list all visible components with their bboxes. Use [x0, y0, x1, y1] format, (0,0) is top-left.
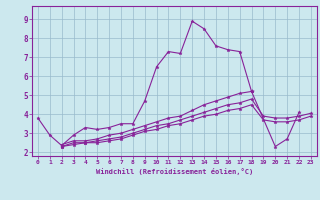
X-axis label: Windchill (Refroidissement éolien,°C): Windchill (Refroidissement éolien,°C) [96, 168, 253, 175]
